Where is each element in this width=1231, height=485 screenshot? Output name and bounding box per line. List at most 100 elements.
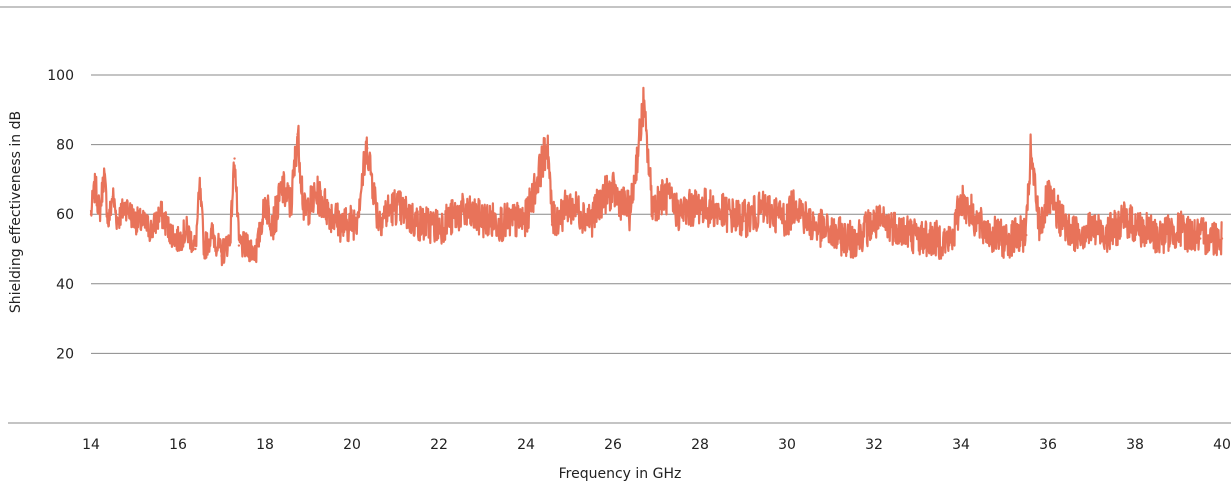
data-point	[807, 223, 810, 226]
x-tick-label: 22	[430, 437, 448, 453]
data-point	[246, 247, 249, 251]
data-point	[316, 195, 319, 198]
y-tick-label: 20	[56, 346, 74, 362]
series-group	[89, 86, 1224, 267]
x-axis-title: Frequency in GHz	[559, 466, 682, 482]
y-tick-label: 100	[47, 68, 74, 84]
data-point	[872, 223, 876, 226]
data-point	[394, 206, 397, 209]
x-tick-label: 34	[952, 437, 970, 453]
data-point	[102, 174, 106, 178]
data-point	[1133, 226, 1137, 230]
data-point	[376, 219, 380, 223]
x-tick-label: 36	[1039, 437, 1057, 453]
data-point	[437, 226, 441, 230]
data-point	[742, 219, 745, 223]
data-point	[524, 219, 528, 223]
x-tick-label: 20	[343, 437, 361, 453]
data-point	[198, 188, 201, 192]
x-tick-label: 32	[865, 437, 883, 453]
data-point	[546, 143, 549, 146]
data-point	[124, 206, 128, 209]
data-point	[416, 223, 419, 226]
data-point	[296, 132, 299, 136]
data-point	[894, 226, 897, 230]
data-point	[650, 206, 654, 209]
data-point	[194, 247, 197, 251]
data-point	[233, 157, 236, 160]
data-point	[115, 219, 119, 223]
data-point	[220, 254, 223, 258]
data-point	[263, 202, 267, 205]
data-point	[916, 237, 919, 240]
x-tick-label: 40	[1213, 437, 1231, 453]
data-point	[629, 213, 632, 216]
x-tick-label: 30	[778, 437, 796, 453]
data-point	[281, 188, 284, 192]
data-point	[329, 213, 332, 216]
y-tick-label: 60	[56, 207, 74, 223]
x-tick-labels: 14 16 18 20 22 24 26 28 30 32 34 36 38 40	[82, 437, 1231, 453]
data-point	[176, 240, 180, 244]
data-point	[503, 223, 506, 226]
data-point	[1038, 226, 1041, 230]
data-point	[1199, 237, 1202, 240]
data-point	[111, 195, 114, 198]
data-point	[202, 247, 206, 251]
data-point	[211, 233, 214, 237]
x-tick-label: 24	[517, 437, 535, 453]
data-point	[720, 213, 723, 216]
x-tick-label: 38	[1126, 437, 1144, 453]
data-point	[664, 195, 667, 198]
data-point	[794, 202, 797, 205]
data-point	[257, 240, 260, 244]
data-point	[1003, 240, 1006, 244]
data-point	[1220, 237, 1224, 240]
data-point	[590, 219, 593, 223]
data-point	[142, 223, 145, 226]
data-point	[355, 219, 358, 223]
x-tick-label: 28	[691, 437, 709, 453]
x-tick-label: 16	[169, 437, 187, 453]
data-point	[603, 195, 606, 198]
y-tick-label: 80	[56, 138, 74, 154]
y-tick-label: 40	[56, 277, 74, 293]
data-point	[764, 209, 767, 212]
data-point	[459, 213, 462, 216]
data-point	[342, 226, 345, 230]
data-point	[1107, 233, 1111, 237]
data-point	[938, 240, 941, 244]
data-point	[642, 105, 645, 108]
data-point	[1090, 230, 1093, 233]
data-point	[550, 223, 554, 226]
data-point	[229, 237, 232, 240]
data-point	[611, 192, 615, 195]
data-point	[89, 213, 93, 216]
data-point	[1046, 199, 1050, 202]
data-point	[107, 223, 110, 226]
data-point	[237, 244, 241, 247]
data-point	[1177, 230, 1180, 233]
data-point	[1029, 153, 1032, 157]
data-point	[1068, 233, 1071, 237]
data-point	[1125, 219, 1128, 223]
data-point	[185, 230, 188, 233]
data-point	[785, 219, 789, 223]
x-tick-label: 26	[604, 437, 622, 453]
y-tick-labels: 20 40 60 80 100	[47, 68, 74, 362]
y-axis-title: Shielding effectiveness in dB	[8, 111, 24, 313]
data-point	[255, 251, 258, 254]
data-point	[568, 206, 571, 209]
data-point	[481, 219, 484, 223]
data-point	[94, 185, 97, 188]
data-point	[272, 223, 275, 226]
data-point	[677, 213, 680, 216]
data-point	[133, 219, 136, 223]
x-tick-label: 18	[256, 437, 274, 453]
data-point	[168, 230, 171, 233]
x-tick-label: 14	[82, 437, 100, 453]
data-point	[366, 146, 369, 150]
data-point	[1025, 233, 1028, 237]
data-point	[98, 213, 101, 216]
